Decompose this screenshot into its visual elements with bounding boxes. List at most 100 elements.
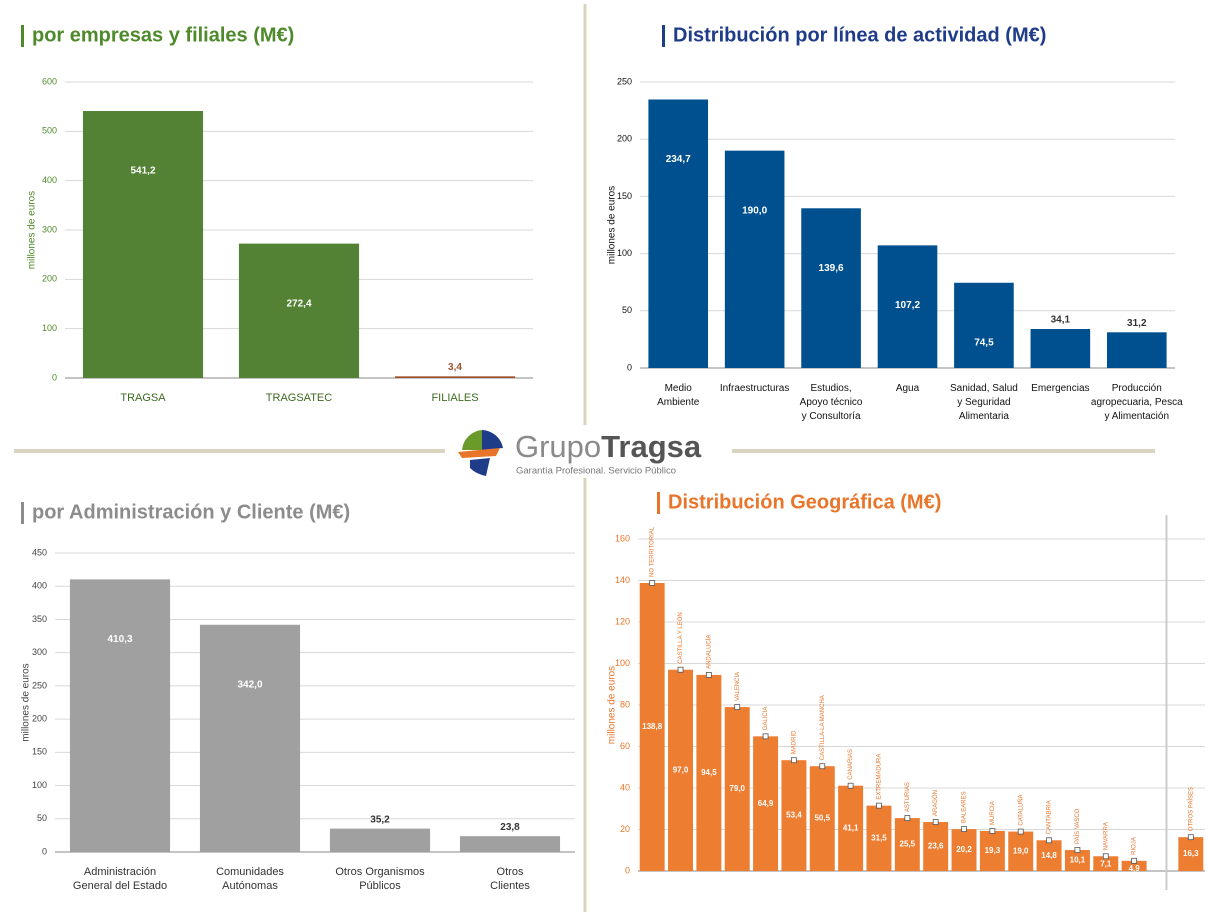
chart-title: Distribución por línea de actividad (M€): [673, 24, 1046, 46]
y-tick-label: 250: [32, 680, 47, 690]
logo-icon: [462, 430, 482, 450]
logo-name-light: Grupo: [515, 429, 601, 464]
y-tick-label: 400: [32, 581, 47, 591]
label-line: Medio: [665, 383, 693, 394]
bar: [82, 111, 204, 379]
logo-icon: [470, 458, 490, 476]
value-label: 31,5: [871, 833, 887, 842]
label-line: y Consultoría: [802, 411, 861, 422]
value-label: 19,0: [1013, 846, 1029, 855]
bar: [877, 245, 938, 368]
x-tick-label: MURCIA: [990, 801, 996, 825]
x-tick-label: ARAGÓN: [932, 790, 939, 816]
label-line: Alimentaria: [959, 411, 1009, 422]
bar: [923, 822, 949, 871]
bar: [724, 707, 750, 871]
value-label: 139,6: [819, 263, 844, 274]
point-marker: [791, 757, 797, 764]
chart-title: por empresas y filiales (M€): [32, 24, 294, 46]
value-label: 53,4: [786, 811, 802, 820]
x-tick-label: Infraestructuras: [720, 383, 789, 394]
label-line: Estudios,: [811, 383, 852, 394]
bar: [801, 208, 861, 368]
logo-tagline: Garantía Profesional. Servicio Público: [516, 466, 676, 477]
value-label: 14,8: [1041, 851, 1057, 860]
x-tick-label: CASTILLA-LA MANCHA: [820, 695, 826, 760]
value-label: 74,5: [974, 337, 994, 348]
bar: [459, 836, 561, 852]
y-tick-label: 300: [42, 224, 57, 234]
x-tick-label: Medio Ambiente: [657, 383, 700, 408]
label-line: y Alimentación: [1105, 411, 1169, 422]
point-marker: [847, 782, 854, 789]
point-marker: [819, 763, 826, 770]
x-tick-label: Sanidad, Salud y Seguridad Alimentaria: [950, 383, 1018, 422]
y-axis-label: millones de euros: [607, 666, 618, 744]
value-label: 272,4: [286, 298, 311, 309]
title-bar: [662, 25, 665, 47]
x-tick-label: CATALUÑA: [1017, 794, 1024, 825]
value-label: 541,2: [130, 166, 155, 177]
x-tick-label: ANDALUCÍA: [705, 635, 712, 669]
point-marker: [904, 815, 911, 821]
y-tick-label: 600: [42, 76, 57, 86]
bar: [838, 785, 864, 871]
point-marker: [989, 828, 996, 834]
logo-icon: [482, 430, 503, 450]
logo: GrupoTragsa Garantía Profesional. Servic…: [458, 429, 702, 477]
logo-name: GrupoTragsa: [515, 429, 702, 464]
point-marker: [649, 580, 656, 586]
x-tick-label: Otros Clientes: [490, 866, 530, 892]
y-axis-label: millones de euros: [21, 663, 32, 741]
value-label: 23,6: [928, 842, 944, 851]
value-label: 31,2: [1127, 318, 1147, 329]
point-marker: [1131, 857, 1138, 864]
y-tick-label: 120: [615, 616, 630, 626]
point-marker: [734, 704, 741, 710]
point-marker: [762, 733, 769, 740]
label-line: y Seguridad: [957, 397, 1010, 408]
value-label: 25,5: [900, 840, 916, 849]
x-tick-label: Otros Organismos Públicos: [335, 866, 425, 892]
label-line: Públicos: [359, 880, 401, 892]
x-tick-label: RIOJA: [1132, 837, 1138, 855]
bar: [724, 150, 785, 368]
x-tick-label: Producción agropecuaria, Pesca y Alimentac…: [1091, 383, 1183, 422]
x-tick-label: BALEARES: [962, 791, 968, 823]
bar: [1030, 328, 1091, 368]
y-tick-label: 0: [625, 865, 630, 875]
x-tick-label: Administración General del Estado: [73, 866, 167, 892]
bar: [199, 624, 301, 852]
x-tick-label: GALICIA: [763, 707, 769, 731]
x-tick-label: Comunidades Autónomas: [216, 866, 284, 892]
point-marker: [677, 666, 684, 673]
bar: [1008, 831, 1034, 871]
y-axis-label: millones de euros: [27, 191, 38, 269]
chart-title: por Administración y Cliente (M€): [32, 501, 350, 523]
y-tick-label: 450: [32, 547, 47, 557]
point-marker: [876, 802, 882, 809]
x-tick-label: TRAGSATEC: [266, 392, 332, 404]
y-tick-label: 350: [32, 614, 47, 624]
label-line: Infraestructuras: [720, 383, 789, 394]
y-tick-label: 160: [615, 533, 630, 543]
bar: [238, 243, 360, 378]
bar: [1121, 860, 1147, 871]
y-tick-label: 0: [52, 372, 57, 382]
bar: [329, 828, 431, 852]
value-label: 64,9: [758, 799, 774, 808]
label-line: Administración: [84, 866, 156, 878]
logo-name-bold: Tragsa: [601, 429, 702, 464]
title-bar: [21, 502, 24, 524]
value-label: 94,5: [701, 768, 717, 777]
y-tick-label: 50: [37, 813, 47, 823]
bar: [954, 282, 1014, 368]
y-tick-label: 250: [617, 76, 632, 86]
x-tick-label: EXTREMADURA: [877, 754, 883, 800]
y-tick-label: 400: [42, 175, 57, 185]
value-label: 342,0: [237, 679, 262, 690]
title-bar: [657, 492, 660, 514]
label-line: Ambiente: [657, 397, 700, 408]
title-bar: [21, 25, 24, 47]
